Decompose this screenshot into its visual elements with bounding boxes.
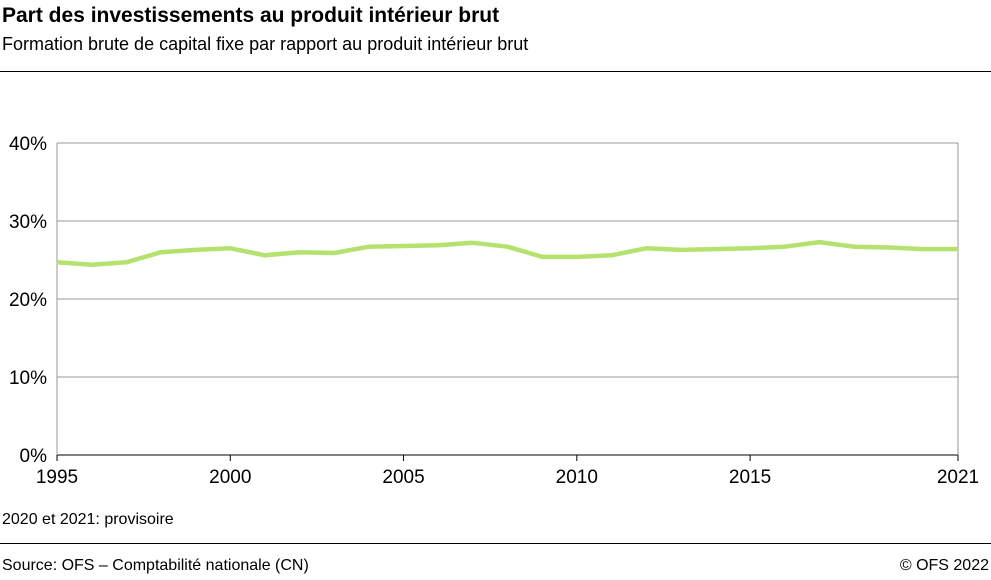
y-tick-label: 0% [20, 446, 48, 467]
copyright-text: © OFS 2022 [899, 557, 989, 574]
header-divider [0, 71, 991, 72]
y-tick-label: 40% [9, 134, 47, 155]
y-tick-label: 10% [9, 368, 47, 389]
footnote: 2020 et 2021: provisoire [2, 511, 174, 528]
y-tick-label: 30% [9, 212, 47, 233]
x-tick-label: 1995 [36, 467, 78, 488]
x-tick-label: 2000 [209, 467, 251, 488]
x-tick-label: 2015 [729, 467, 771, 488]
line-chart: 0% 10% 20% 30% 40% 1995 2000 2005 2010 2015 2021 [9, 134, 979, 488]
y-tick-label: 20% [9, 290, 47, 311]
source-text: Source: OFS – Comptabilité nationale (CN… [2, 557, 309, 574]
x-tick-label: 2021 [937, 467, 979, 488]
data-line [56, 239, 958, 267]
x-tick-label: 2010 [556, 467, 598, 488]
footer-divider [0, 543, 991, 544]
x-tick-label: 2005 [382, 467, 424, 488]
chart-title: Part des investissements au produit inté… [2, 4, 500, 27]
chart-subtitle: Formation brute de capital fixe par rapp… [2, 34, 529, 54]
